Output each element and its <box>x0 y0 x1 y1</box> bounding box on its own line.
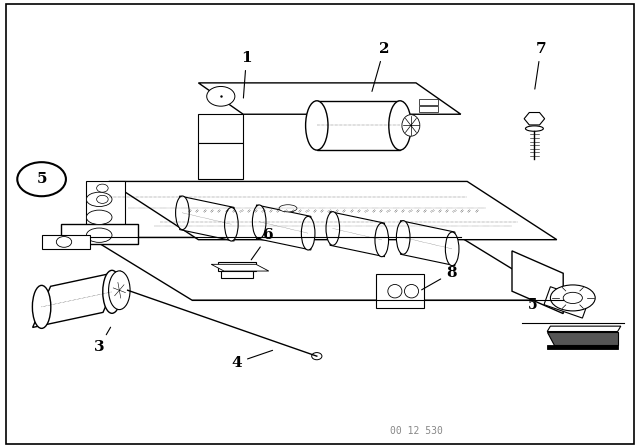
Polygon shape <box>401 221 455 266</box>
Polygon shape <box>547 332 618 345</box>
Text: 4: 4 <box>232 350 273 370</box>
Ellipse shape <box>525 126 543 131</box>
Polygon shape <box>257 205 311 250</box>
Text: 1: 1 <box>241 51 252 98</box>
Ellipse shape <box>550 285 595 311</box>
Ellipse shape <box>225 207 238 241</box>
Polygon shape <box>524 112 545 125</box>
Text: 7: 7 <box>535 42 546 89</box>
Bar <box>376 274 424 308</box>
Text: 5: 5 <box>528 298 538 312</box>
Text: 3: 3 <box>94 327 111 354</box>
Polygon shape <box>90 237 563 300</box>
Ellipse shape <box>396 221 410 254</box>
Ellipse shape <box>563 293 582 304</box>
Polygon shape <box>180 196 234 241</box>
Ellipse shape <box>86 192 112 207</box>
Ellipse shape <box>402 115 420 136</box>
Polygon shape <box>547 326 621 332</box>
Circle shape <box>312 353 322 360</box>
Ellipse shape <box>375 223 388 257</box>
Polygon shape <box>544 287 589 318</box>
Ellipse shape <box>306 101 328 150</box>
Text: 5: 5 <box>36 172 47 186</box>
Circle shape <box>56 237 72 247</box>
Polygon shape <box>198 83 461 114</box>
Ellipse shape <box>175 196 189 229</box>
Ellipse shape <box>326 212 340 246</box>
Polygon shape <box>512 251 563 314</box>
Circle shape <box>97 184 108 192</box>
Polygon shape <box>33 271 121 327</box>
Circle shape <box>17 162 66 196</box>
Polygon shape <box>419 106 438 112</box>
Polygon shape <box>109 181 557 240</box>
Circle shape <box>207 86 235 106</box>
Ellipse shape <box>33 285 51 328</box>
Polygon shape <box>218 262 256 271</box>
Text: 8: 8 <box>422 266 456 290</box>
Ellipse shape <box>404 284 419 298</box>
Text: 00 12 530: 00 12 530 <box>390 426 442 436</box>
Polygon shape <box>198 143 243 179</box>
Polygon shape <box>42 235 90 249</box>
Polygon shape <box>330 212 385 257</box>
Ellipse shape <box>86 210 112 224</box>
Polygon shape <box>211 264 269 271</box>
Polygon shape <box>61 224 138 244</box>
Polygon shape <box>419 99 438 105</box>
Ellipse shape <box>86 228 112 242</box>
Ellipse shape <box>389 101 412 150</box>
Polygon shape <box>86 181 125 237</box>
Polygon shape <box>198 114 243 143</box>
Ellipse shape <box>252 205 266 238</box>
Ellipse shape <box>279 205 297 212</box>
Polygon shape <box>547 345 618 349</box>
Polygon shape <box>221 271 253 278</box>
Polygon shape <box>317 101 400 150</box>
Text: 2: 2 <box>372 42 389 91</box>
Ellipse shape <box>301 216 315 250</box>
Ellipse shape <box>109 271 130 310</box>
Ellipse shape <box>103 270 121 313</box>
Circle shape <box>97 195 108 203</box>
Ellipse shape <box>388 284 402 298</box>
Text: 6: 6 <box>252 228 274 260</box>
Ellipse shape <box>445 232 459 266</box>
